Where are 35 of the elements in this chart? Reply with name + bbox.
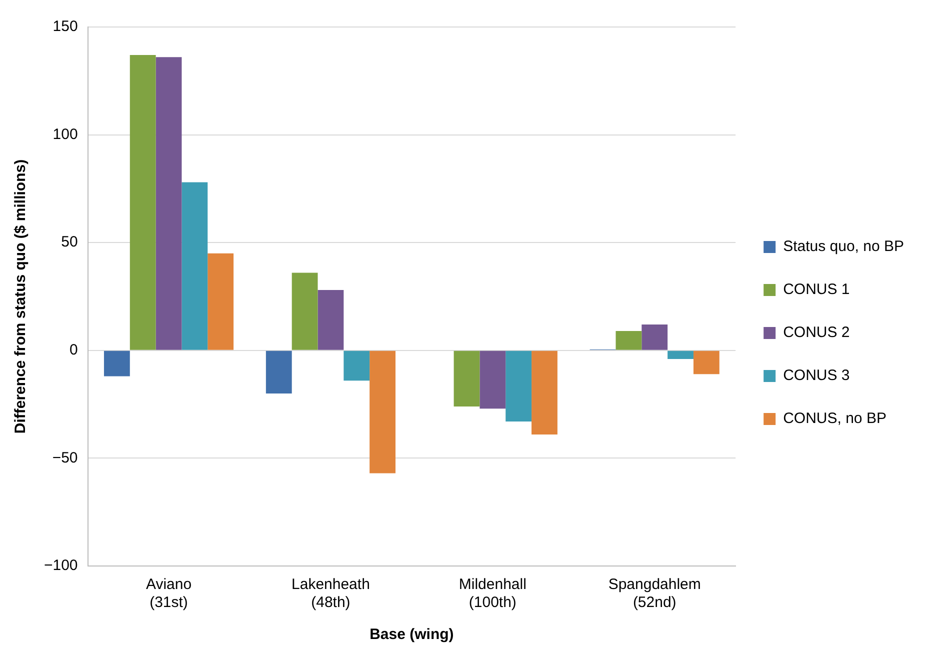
- y-axis-title: Difference from status quo ($ millions): [12, 159, 30, 434]
- y-tick-label: 0: [69, 342, 78, 359]
- bar: [292, 272, 318, 350]
- x-tick-label: Spangdahlem (52nd): [608, 576, 701, 612]
- legend-label: Status quo, no BP: [783, 238, 904, 256]
- legend-label: CONUS 3: [783, 367, 850, 384]
- y-tick-label: −100: [44, 557, 78, 574]
- x-tick-label: Lakenheath (48th): [292, 576, 370, 612]
- y-tick-label: 100: [52, 126, 78, 143]
- bar: [532, 350, 558, 434]
- x-axis-title: Base (wing): [370, 626, 454, 644]
- legend-label: CONUS, no BP: [783, 410, 886, 428]
- bar: [693, 350, 720, 374]
- bar: [318, 290, 344, 350]
- bar: [480, 350, 506, 409]
- bar: [454, 350, 480, 406]
- bar: [370, 350, 396, 474]
- bar: [344, 350, 370, 381]
- y-tick-label: −50: [52, 449, 78, 466]
- bar: [208, 253, 234, 350]
- legend-label: CONUS 1: [783, 281, 850, 298]
- bar: [616, 330, 642, 350]
- bar: [104, 350, 130, 376]
- bar: [642, 324, 668, 350]
- bar: [506, 350, 532, 422]
- y-tick-label: 50: [61, 234, 78, 251]
- bar: [266, 350, 292, 394]
- bar: [130, 55, 156, 350]
- x-tick-label: Aviano (31st): [146, 576, 192, 612]
- bar: [182, 182, 208, 350]
- legend-label: CONUS 2: [783, 324, 850, 342]
- bar: [668, 350, 694, 360]
- bar: [156, 57, 182, 350]
- x-tick-label: Mildenhall (100th): [458, 576, 526, 612]
- y-tick-label: 150: [52, 18, 78, 36]
